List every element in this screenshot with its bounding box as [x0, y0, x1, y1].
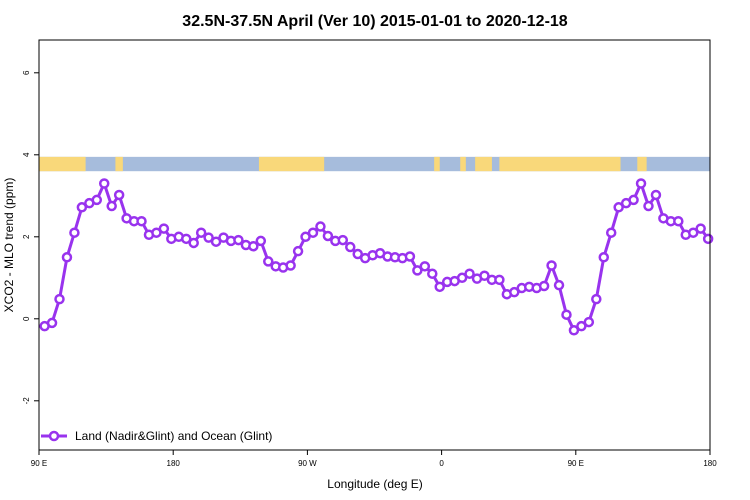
data-point: [69, 227, 80, 238]
y-tick-label: 4: [22, 152, 31, 157]
land-segment: [39, 156, 86, 172]
plot-area: [38, 39, 711, 451]
data-point: [233, 234, 244, 246]
y-tick-label: 2: [22, 234, 31, 239]
data-point: [248, 240, 259, 252]
data-point: [292, 245, 304, 257]
x-axis: 90 E 180 90 W 0 90 E 180: [31, 450, 717, 468]
data-point: [76, 202, 88, 213]
data-point: [687, 227, 699, 238]
data-point: [583, 316, 595, 328]
data-point: [591, 293, 602, 305]
data-point: [561, 309, 572, 320]
data-point: [322, 230, 334, 242]
land-segment: [115, 156, 123, 172]
data-point: [300, 231, 311, 243]
data-point: [113, 189, 125, 201]
data-point: [628, 194, 639, 206]
data-point: [456, 272, 468, 284]
land-segment: [475, 156, 492, 172]
x-tick-label: 90 E: [31, 459, 47, 468]
data-point: [352, 248, 363, 260]
data-point: [151, 227, 162, 238]
series-layer: [39, 178, 714, 336]
data-point: [54, 293, 65, 305]
data-point: [315, 221, 326, 232]
x-tick-label: 180: [703, 459, 717, 468]
land-segment: [499, 156, 621, 172]
data-point: [613, 202, 624, 213]
data-point: [650, 189, 662, 201]
data-point: [695, 223, 706, 234]
y-tick-label: 6: [22, 70, 31, 75]
data-point: [427, 268, 438, 279]
data-point: [479, 270, 490, 281]
legend: Land (Nadir&Glint) and Ocean (Glint): [41, 429, 272, 443]
land-ocean-band: [39, 156, 710, 172]
x-axis-label: Longitude (deg E): [327, 477, 422, 491]
data-point: [494, 274, 505, 286]
data-point: [404, 251, 416, 262]
data-point: [285, 260, 296, 271]
data-point: [643, 200, 654, 212]
data-point: [307, 227, 319, 238]
land-segment: [460, 156, 466, 172]
data-point: [576, 320, 587, 332]
y-tick-label: -2: [22, 397, 31, 405]
data-point: [337, 234, 349, 246]
data-point: [180, 233, 192, 245]
data-point: [702, 233, 714, 245]
data-point: [255, 235, 267, 247]
y-axis-label: XCO2 - MLO trend (ppm): [2, 178, 16, 313]
data-point: [136, 215, 147, 227]
data-point: [195, 227, 207, 238]
data-point: [673, 215, 684, 227]
x-tick-label: 180: [167, 459, 181, 468]
land-segment: [637, 156, 647, 172]
data-point: [635, 178, 647, 189]
y-tick-label: 0: [22, 316, 31, 321]
x-tick-label: 0: [439, 459, 444, 468]
data-point: [210, 236, 222, 247]
land-segment: [258, 156, 325, 172]
land-segment: [434, 156, 440, 172]
data-point: [263, 256, 274, 267]
data-point: [61, 252, 73, 263]
data-point: [553, 279, 565, 291]
data-point: [538, 280, 550, 292]
data-point: [419, 261, 431, 272]
data-point: [345, 241, 356, 253]
data-point: [188, 237, 199, 249]
data-point: [434, 281, 445, 293]
data-point: [46, 317, 58, 329]
legend-marker: [48, 430, 60, 442]
data-point: [464, 268, 475, 279]
data-point: [106, 200, 117, 212]
data-point: [98, 178, 110, 189]
x-tick-label: 90 E: [568, 459, 584, 468]
legend-label: Land (Nadir&Glint) and Ocean (Glint): [75, 429, 272, 443]
chart-title: 32.5N-37.5N April (Ver 10) 2015-01-01 to…: [182, 13, 568, 30]
data-point: [605, 227, 617, 238]
y-axis: -2 0 2 4 6: [22, 70, 39, 404]
data-point: [412, 265, 423, 276]
data-point: [509, 286, 520, 298]
x-tick-label: 90 W: [298, 459, 317, 468]
data-point: [203, 232, 214, 243]
data-point: [598, 252, 610, 263]
data-point: [568, 325, 580, 336]
data-point: [546, 260, 557, 271]
data-point: [91, 194, 103, 206]
data-point: [158, 223, 170, 234]
